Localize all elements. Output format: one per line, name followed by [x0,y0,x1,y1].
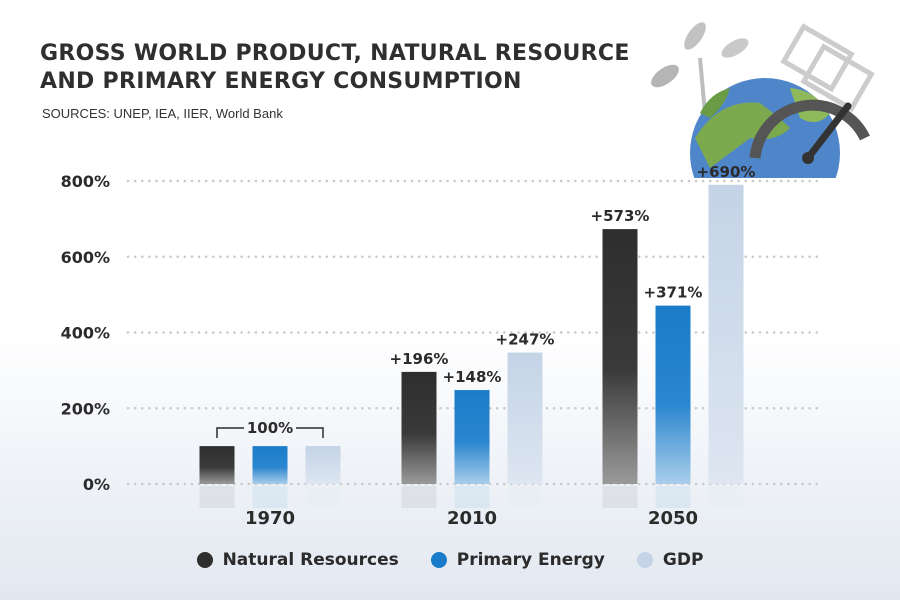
legend-label: Primary Energy [456,550,605,570]
bar-reflection [507,486,543,508]
x-tick-label: 2010 [447,508,497,529]
data-label: +573% [591,207,650,225]
bar-gdp [305,446,341,484]
bar-reflection [655,486,691,508]
chart-title: GROSS WORLD PRODUCT, NATURAL RESOURCE AN… [40,40,680,96]
legend-item-primary-energy: Primary Energy [430,550,605,570]
data-labels: +196%+148% +247% +573% +371% +690% 100% [216,163,756,438]
data-label: +690% [697,163,756,181]
chart-title-line-2: AND PRIMARY ENERGY CONSUMPTION [40,69,522,94]
legend-swatch [636,552,653,568]
y-axis-ticks: 0% 200% 400% 600% 800% [61,172,110,494]
legend-item-natural-resources: Natural Resources [196,550,399,570]
data-label: +247% [496,331,555,349]
data-label: +196% [390,350,449,368]
bar-reflection [708,486,744,508]
bar-reflection [602,486,638,508]
bar-reflection [454,486,490,508]
legend-swatch [430,552,447,568]
gauge-icon [749,99,870,164]
bar-reflection [305,486,341,508]
y-tick-label: 0% [83,475,110,494]
bar-primary-energy [655,305,691,484]
bar-reflection [401,486,437,508]
y-tick-label: 400% [61,324,110,343]
x-tick-label: 2050 [648,508,698,529]
bar-reflection [199,486,235,508]
group-annotation: 100% [247,419,293,437]
bar-natural-resources [602,229,638,484]
bar-reflection [252,486,288,508]
bar-primary-energy [252,446,288,484]
legend-label: GDP [662,550,704,570]
leaf-icon [651,22,749,114]
bar-gdp [708,184,744,484]
group-bracket [216,427,324,438]
banknotes-icon [780,23,875,113]
y-tick-label: 600% [61,248,110,267]
x-tick-label: 1970 [245,508,295,529]
bar-gdp [507,352,543,484]
y-tick-label: 800% [61,172,110,191]
legend-swatch [196,552,213,568]
bar-natural-resources [199,446,235,484]
legend-label: Natural Resources [222,550,399,570]
chart-title-line-1: GROSS WORLD PRODUCT, NATURAL RESOURCE [40,41,630,66]
x-axis-ticks: 1970 2010 2050 [245,508,698,529]
data-label: +148% [443,368,502,386]
data-label: +371% [644,284,703,302]
globe-gauge-illustration [651,22,875,178]
bar-primary-energy [454,390,490,484]
bars [199,184,744,508]
chart-legend: Natural Resources Primary Energy GDP [0,550,900,570]
y-tick-label: 200% [61,399,110,418]
chart-sources: SOURCES: UNEP, IEA, IIER, World Bank [42,106,283,121]
bar-natural-resources [401,371,437,484]
legend-item-gdp: GDP [636,550,704,570]
